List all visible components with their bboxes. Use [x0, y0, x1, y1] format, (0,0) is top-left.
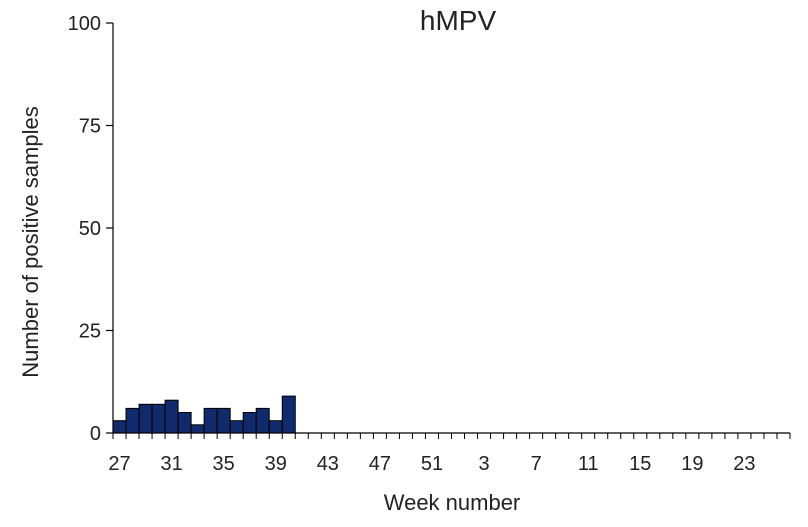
bar-week-29: [138, 403, 153, 434]
x-tick-label-3: 3: [478, 453, 489, 475]
x-tick-label-51: 51: [421, 453, 443, 475]
plot-area: 0 25 50 75 100 27 31 35 39 43 47 51 3 7 11 15 19 23: [68, 13, 791, 475]
bar-week-39: [268, 420, 283, 434]
bar-week-31: [164, 399, 179, 434]
bar-week-32: [177, 412, 192, 434]
bar-week-33: [190, 424, 205, 434]
chart-title: hMPV: [420, 5, 497, 36]
bar-week-37: [242, 412, 257, 434]
x-tick-label-47: 47: [369, 453, 391, 475]
x-axis-title: Week number: [384, 490, 521, 515]
bar-week-35: [216, 407, 231, 434]
bar-week-34: [203, 407, 218, 434]
bar-week-36: [229, 420, 244, 434]
y-tick-label-0: 0: [90, 423, 101, 445]
y-tick-label-50: 50: [79, 218, 101, 240]
y-tick-label-75: 75: [79, 116, 101, 138]
bar-week-40: [281, 395, 296, 434]
bar-week-28: [125, 407, 140, 434]
x-tick-label-15: 15: [629, 453, 651, 475]
x-tick-label-7: 7: [531, 453, 542, 475]
y-axis-title: Number of positive samples: [18, 106, 43, 377]
bar-week-30: [151, 403, 166, 434]
x-tick-label-19: 19: [681, 453, 703, 475]
bar-week-27: [112, 420, 127, 434]
x-tick-label-35: 35: [213, 453, 235, 475]
x-tick-label-39: 39: [265, 453, 287, 475]
x-tick-label-11: 11: [578, 453, 599, 475]
x-tick-label-27: 27: [108, 453, 130, 475]
x-tick-label-23: 23: [733, 453, 755, 475]
bar-week-38: [255, 407, 270, 434]
y-tick-label-25: 25: [79, 321, 101, 343]
y-tick-label-100: 100: [68, 13, 101, 35]
x-tick-label-43: 43: [317, 453, 339, 475]
x-tick-label-31: 31: [160, 453, 182, 475]
